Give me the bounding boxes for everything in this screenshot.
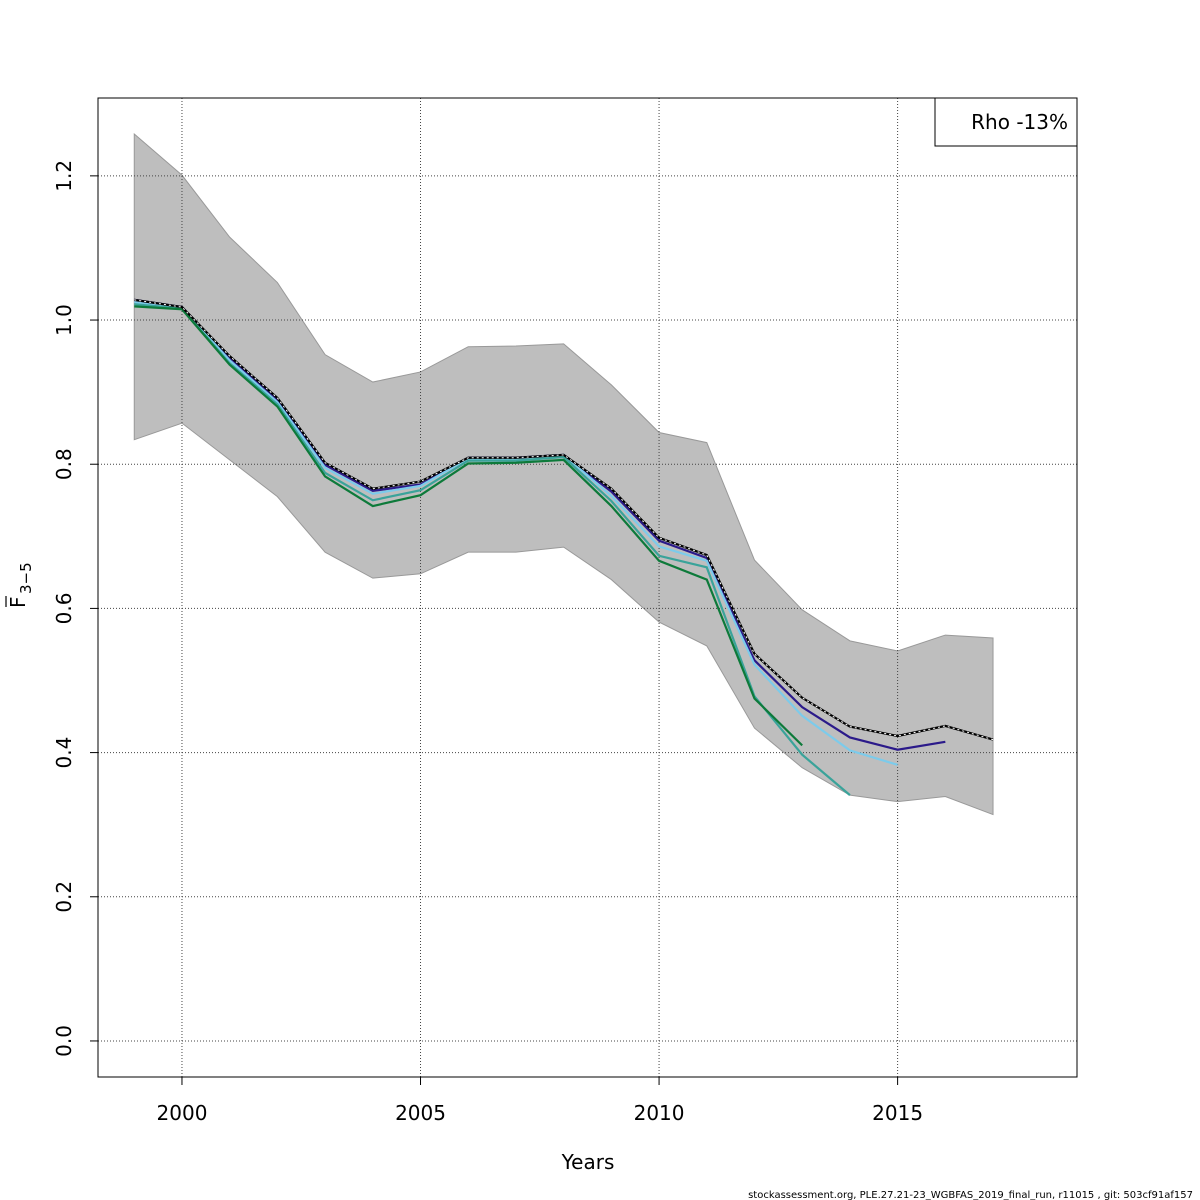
x-tick-label: 2015 [872,1101,923,1125]
x-tick-label: 2005 [395,1101,446,1125]
plot-frame [97,97,1078,1078]
x-tick-label: 2000 [157,1101,208,1125]
y-tick-label: 0.8 [52,448,76,480]
y-tick-label: 0.4 [52,737,76,769]
x-axis-label: Years [561,1150,615,1174]
series-line-dash [134,299,994,741]
y-tick-label: 0.6 [52,593,76,625]
annotation-box [934,97,1078,147]
y-tick-label: 1.0 [52,304,76,336]
confidence-band [133,132,994,816]
y-tick-label: 0.2 [52,881,76,913]
y-tick-label: 1.2 [52,160,76,192]
y-axis-label: F 3−5 [5,562,35,608]
footer: stockassessment.org, PLE.27.21-23_WGBFAS… [748,1190,1193,1200]
annotation: Rho -13% [971,110,1068,134]
y-axis-label-main: F [6,596,30,608]
y-axis-label-sub: 3−5 [17,562,35,594]
x-tick-label: 2010 [634,1101,685,1125]
series-line [134,305,803,747]
series-line [134,303,851,796]
y-tick-label: 0.0 [52,1025,76,1057]
